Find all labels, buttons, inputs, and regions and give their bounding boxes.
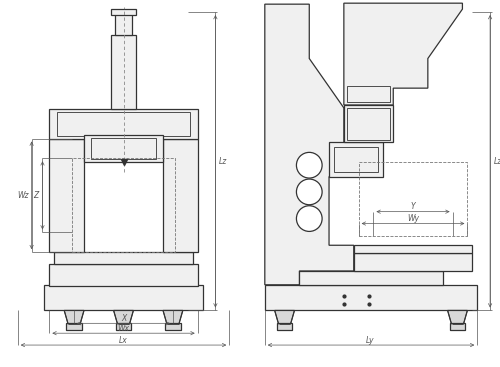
Bar <box>165 323 181 330</box>
Bar <box>66 323 82 330</box>
Circle shape <box>296 179 322 205</box>
Bar <box>72 158 175 252</box>
Text: Wy: Wy <box>407 214 419 223</box>
Text: Wz: Wz <box>17 191 28 200</box>
Text: X: X <box>121 314 126 323</box>
Bar <box>358 162 468 236</box>
Bar <box>354 253 472 271</box>
Bar <box>265 285 477 310</box>
Polygon shape <box>163 310 183 324</box>
Bar <box>114 13 132 35</box>
Circle shape <box>296 152 322 178</box>
Bar <box>44 285 203 310</box>
Bar <box>276 323 292 330</box>
Polygon shape <box>64 310 84 324</box>
Text: Lz: Lz <box>494 157 500 166</box>
Text: Wx: Wx <box>118 324 130 333</box>
Bar <box>344 105 394 142</box>
Bar <box>163 138 198 252</box>
Bar <box>116 323 132 330</box>
Polygon shape <box>344 3 463 105</box>
Bar <box>54 252 192 264</box>
Bar <box>50 109 198 138</box>
Bar <box>110 35 136 109</box>
Bar <box>450 323 466 330</box>
Text: Y: Y <box>410 202 416 211</box>
Circle shape <box>296 206 322 232</box>
Bar <box>58 112 190 135</box>
Bar <box>84 135 163 162</box>
Polygon shape <box>448 310 468 324</box>
Bar <box>354 245 472 253</box>
Bar <box>347 108 391 139</box>
Bar <box>347 86 391 102</box>
Text: Z: Z <box>33 191 38 200</box>
Bar <box>91 138 156 159</box>
Polygon shape <box>265 4 354 285</box>
Bar <box>300 271 442 285</box>
Bar <box>50 138 84 252</box>
Bar <box>329 142 384 177</box>
Polygon shape <box>114 310 134 324</box>
Text: Lz: Lz <box>219 157 228 166</box>
Text: Ly: Ly <box>366 335 375 345</box>
Bar <box>110 9 136 15</box>
Bar <box>50 264 198 286</box>
Polygon shape <box>274 310 294 324</box>
Bar <box>334 148 378 172</box>
Text: Lx: Lx <box>119 335 128 345</box>
